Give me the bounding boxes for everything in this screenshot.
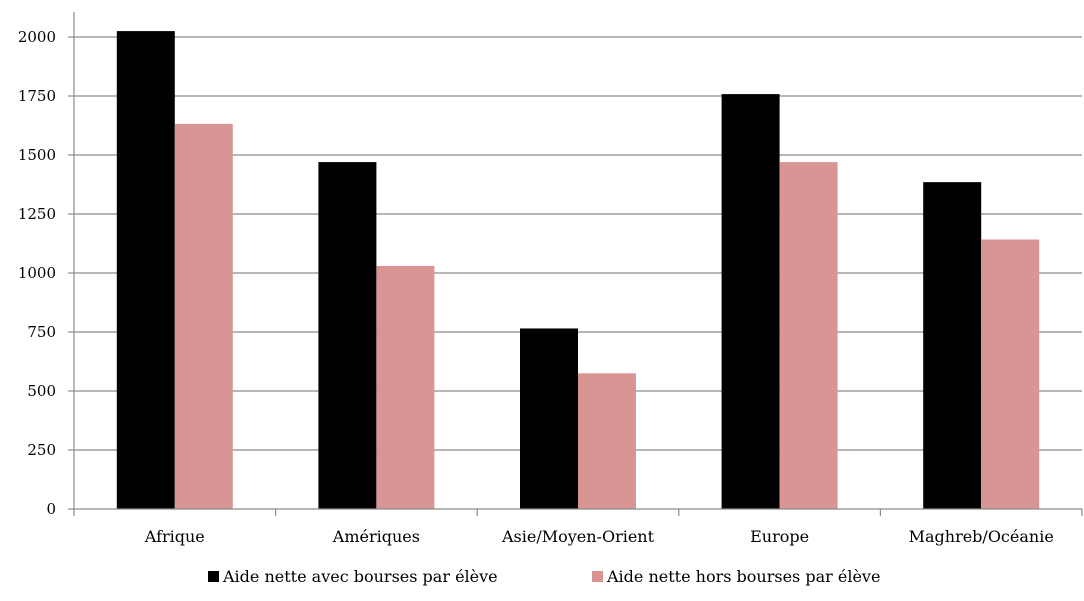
- legend-swatch: [592, 571, 603, 582]
- bar-avec-bourses: [520, 328, 578, 509]
- y-tick-label: 750: [27, 323, 56, 341]
- legend-label: Aide nette avec bourses par élève: [222, 567, 498, 586]
- bar-avec-bourses: [721, 94, 780, 509]
- bar-hors-bourses: [981, 239, 1040, 509]
- bar-avec-bourses: [923, 182, 982, 509]
- bars: [116, 31, 1040, 510]
- bar-avec-bourses: [116, 31, 175, 509]
- y-tick-label: 1250: [18, 205, 56, 223]
- x-category-label: Asie/Moyen-Orient: [501, 527, 655, 546]
- x-category-labels: Afrique Amériques Asie/Moyen-Orient Europe M…: [144, 527, 1054, 546]
- bar-hors-bourses: [578, 373, 636, 509]
- bar-hors-bourses: [779, 162, 838, 509]
- axes: [68, 12, 1083, 516]
- legend: Aide nette avec bourses par élève Aide ne…: [208, 567, 880, 586]
- x-category-label: Europe: [750, 527, 809, 546]
- y-tick-label: 500: [27, 382, 56, 400]
- bar-hors-bourses: [376, 265, 435, 509]
- bar-avec-bourses: [318, 162, 377, 509]
- x-category-label: Maghreb/Océanie: [909, 527, 1054, 546]
- x-category-label: Amériques: [332, 527, 420, 546]
- y-tick-label: 1750: [18, 87, 56, 105]
- x-category-label: Afrique: [144, 527, 205, 546]
- bar-hors-bourses: [174, 123, 233, 510]
- legend-label: Aide nette hors bourses par élève: [606, 567, 880, 586]
- y-tick-label: 1000: [18, 264, 56, 282]
- y-tick-labels: 0 250 500 750 1000 1250 1500 1750 2000: [18, 28, 56, 518]
- y-tick-label: 250: [27, 441, 56, 459]
- y-tick-label: 2000: [18, 28, 56, 46]
- y-tick-label: 1500: [18, 146, 56, 164]
- legend-swatch: [208, 571, 219, 582]
- y-tick-label: 0: [46, 500, 56, 518]
